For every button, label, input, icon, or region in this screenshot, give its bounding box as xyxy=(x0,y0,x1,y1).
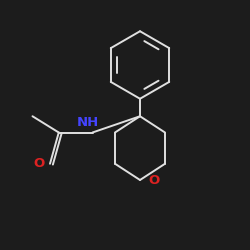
Text: NH: NH xyxy=(76,116,98,129)
Text: O: O xyxy=(33,157,44,170)
Text: O: O xyxy=(148,174,160,186)
